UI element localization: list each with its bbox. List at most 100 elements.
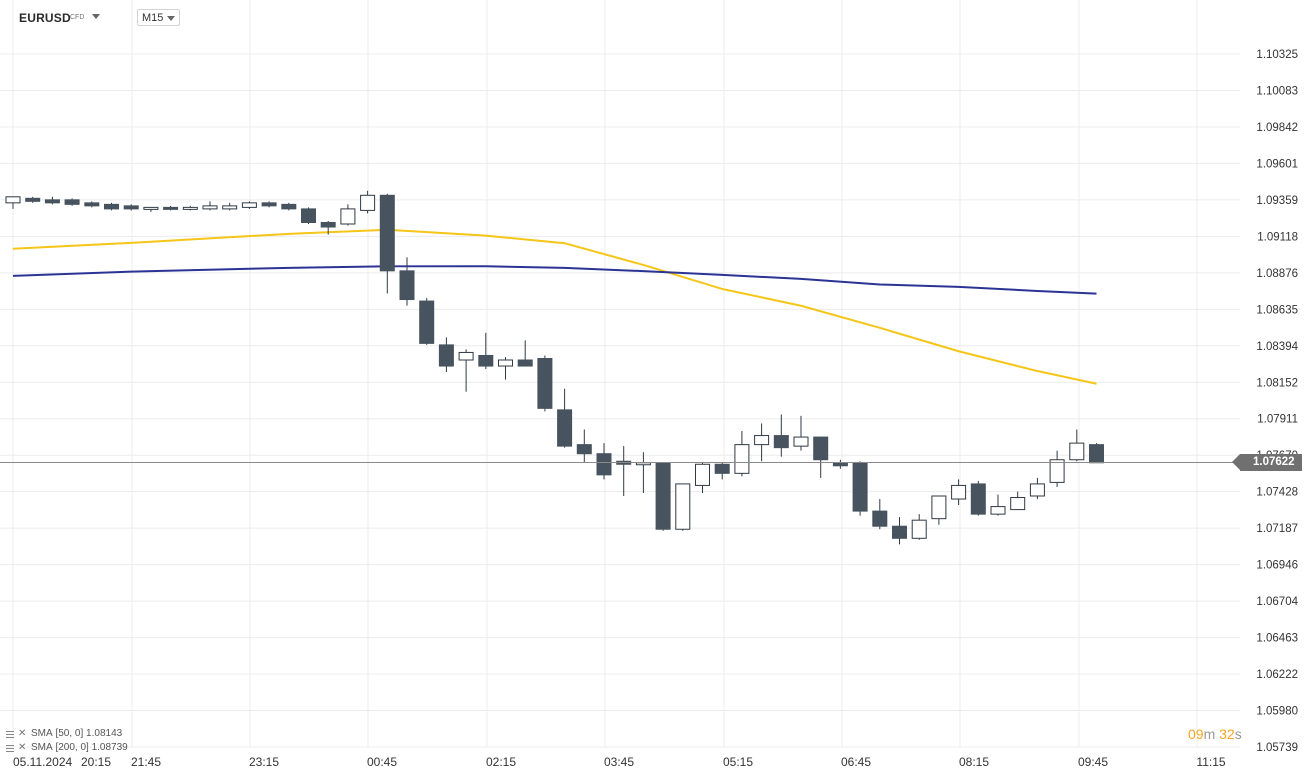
candle — [5, 196, 21, 209]
candle-body-bearish — [25, 197, 41, 202]
candle-body-bearish — [379, 194, 395, 272]
candle — [576, 429, 592, 463]
candle-body-bearish — [892, 525, 907, 539]
candle — [419, 298, 435, 345]
candle-body-bullish — [951, 484, 967, 500]
candle-body-bullish — [340, 208, 356, 225]
candle — [163, 205, 179, 211]
candle-body-bullish — [143, 206, 159, 210]
candle — [616, 446, 632, 497]
candle — [379, 193, 395, 294]
candle-body-bearish — [655, 462, 671, 530]
candle — [872, 499, 888, 530]
candle — [222, 202, 238, 211]
candle — [478, 332, 494, 370]
candle — [123, 204, 139, 211]
candle-body-bullish — [911, 519, 927, 539]
candle-body-bearish — [261, 202, 277, 207]
time-axis: 05.11.2024 20:15 21:45 23:15 00:45 02:15 03:45… — [13, 755, 1226, 769]
candle — [734, 431, 750, 477]
close-icon[interactable]: ✕ — [18, 728, 27, 739]
candle — [773, 414, 789, 457]
candle — [754, 423, 770, 462]
y-tick-label: 1.08394 — [1256, 341, 1298, 353]
candle-countdown: 09m 32s — [1188, 726, 1242, 742]
settings-lines-icon[interactable] — [6, 744, 16, 753]
candle-body-bearish — [832, 462, 848, 467]
y-tick-label: 1.09118 — [1257, 231, 1298, 243]
legend-params: [50, 0] — [55, 728, 84, 739]
candle — [25, 196, 41, 203]
close-icon[interactable]: ✕ — [18, 742, 27, 753]
candle-body-bearish — [576, 444, 592, 455]
candle — [399, 257, 415, 306]
candle — [911, 514, 927, 540]
candle-body-bearish — [517, 359, 533, 367]
y-tick-label: 1.06704 — [1256, 596, 1298, 608]
y-tick-label: 1.06463 — [1256, 633, 1298, 645]
candle-body-bullish — [931, 495, 947, 520]
y-tick-label: 1.06946 — [1256, 560, 1298, 572]
candle-body-bullish — [793, 436, 809, 447]
candle-body-bullish — [1029, 483, 1045, 497]
candle — [261, 201, 277, 208]
legend-item-sma50[interactable]: ✕ SMA [50, 0] 1.08143 — [6, 727, 128, 741]
chart-toolbar: EURUSD CFD M15 — [0, 0, 1314, 34]
timeframe-select[interactable]: M15 — [137, 9, 180, 26]
candle-body-bullish — [182, 206, 198, 210]
candle — [832, 459, 848, 469]
candle — [951, 479, 967, 506]
candle — [143, 206, 159, 212]
sma-50-line — [12, 228, 1097, 385]
candle — [635, 452, 651, 493]
candle — [340, 204, 356, 226]
candle-body-bullish — [695, 463, 710, 486]
candle — [517, 340, 533, 367]
candle — [438, 337, 454, 373]
symbol-label[interactable]: EURUSD — [19, 11, 71, 25]
candle — [64, 198, 80, 206]
candle-body-bearish — [478, 354, 494, 367]
chevron-down-icon — [167, 16, 175, 21]
y-tick-label: 1.07911 — [1257, 414, 1298, 426]
candle — [281, 202, 297, 211]
legend-item-sma200[interactable]: ✕ SMA [200, 0] 1.08739 — [6, 741, 128, 755]
current-price-value: 1.07622 — [1253, 455, 1295, 468]
candle — [557, 388, 573, 448]
candle-body-bullish — [241, 202, 257, 208]
x-tick-label: 02:15 — [486, 755, 516, 769]
candle — [104, 202, 119, 211]
y-tick-label: 1.08635 — [1256, 304, 1298, 316]
candle-body-bearish — [852, 462, 868, 512]
candle — [695, 462, 710, 493]
candle-body-bullish — [5, 196, 21, 204]
candle-body-bearish — [123, 205, 139, 210]
candle-body-bullish — [222, 205, 238, 210]
candle — [537, 355, 553, 412]
candle — [44, 196, 60, 205]
timer-seconds-unit: s — [1234, 726, 1242, 742]
candle-body-bullish — [1069, 442, 1085, 461]
y-tick-label: 1.10325 — [1256, 49, 1298, 61]
candle-body-bullish — [754, 435, 770, 446]
timer-minutes: 09 — [1188, 726, 1204, 742]
symbol-dropdown-icon[interactable] — [92, 14, 100, 19]
settings-lines-icon[interactable] — [6, 730, 16, 739]
candle-body-bearish — [537, 357, 553, 409]
candle-body-bearish — [714, 463, 730, 474]
candle-body-bullish — [1010, 497, 1026, 511]
legend-value: 1.08739 — [91, 742, 128, 753]
candle-body-bearish — [104, 203, 119, 210]
candle — [1049, 450, 1065, 487]
timer-minutes-unit: m — [1203, 726, 1216, 742]
candle — [970, 480, 986, 516]
candle-body-bearish — [438, 344, 454, 367]
candle-body-bearish — [419, 300, 435, 344]
sma-lines — [12, 228, 1097, 385]
indicator-legend: ✕ SMA [50, 0] 1.08143 ✕ SMA [200, 0] 1.0… — [6, 727, 128, 755]
candle — [241, 201, 257, 209]
x-tick-label: 00:45 — [367, 755, 397, 769]
y-tick-label: 1.09601 — [1256, 158, 1298, 170]
candle-body-bearish — [44, 199, 60, 204]
